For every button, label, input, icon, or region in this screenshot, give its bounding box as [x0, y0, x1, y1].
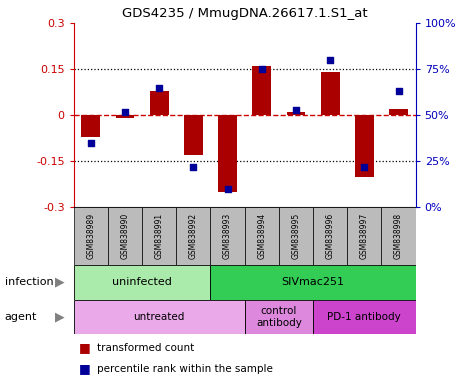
Point	[190, 164, 197, 170]
Text: ■: ■	[78, 362, 90, 375]
Bar	[150, 91, 169, 115]
Bar	[74, 300, 245, 334]
Bar	[176, 207, 210, 265]
Text: GSM838996: GSM838996	[326, 213, 334, 259]
Text: GSM838992: GSM838992	[189, 213, 198, 259]
Bar	[184, 115, 203, 155]
Point	[395, 88, 402, 94]
Bar	[389, 109, 408, 115]
Bar	[218, 115, 237, 192]
Bar	[279, 207, 313, 265]
Point	[361, 164, 368, 170]
Text: transformed count: transformed count	[97, 343, 195, 353]
Text: SIVmac251: SIVmac251	[282, 277, 344, 287]
Text: control
antibody: control antibody	[256, 306, 302, 328]
Title: GDS4235 / MmugDNA.26617.1.S1_at: GDS4235 / MmugDNA.26617.1.S1_at	[122, 7, 368, 20]
Bar	[252, 66, 271, 115]
Point	[87, 140, 95, 146]
Bar	[381, 207, 416, 265]
Bar	[245, 207, 279, 265]
Text: GSM838997: GSM838997	[360, 213, 369, 259]
Bar	[210, 207, 245, 265]
Point	[326, 57, 334, 63]
Text: infection: infection	[5, 277, 53, 287]
Point	[258, 66, 266, 72]
Text: ■: ■	[78, 341, 90, 354]
Text: GSM838994: GSM838994	[257, 213, 266, 259]
Bar	[115, 115, 134, 118]
Bar	[74, 207, 108, 265]
Bar	[286, 112, 305, 115]
Text: GSM838995: GSM838995	[292, 213, 300, 259]
Point	[224, 186, 231, 192]
Text: ▶: ▶	[55, 276, 64, 289]
Text: GSM838991: GSM838991	[155, 213, 163, 259]
Bar	[81, 115, 100, 137]
Text: percentile rank within the sample: percentile rank within the sample	[97, 364, 273, 374]
Text: ▶: ▶	[55, 310, 64, 323]
Text: GSM838989: GSM838989	[86, 213, 95, 259]
Bar	[245, 300, 313, 334]
Point	[155, 84, 163, 91]
Bar	[142, 207, 176, 265]
Point	[121, 108, 129, 114]
Text: PD-1 antibody: PD-1 antibody	[327, 312, 401, 322]
Bar	[313, 207, 347, 265]
Bar	[355, 115, 374, 177]
Text: GSM838993: GSM838993	[223, 213, 232, 259]
Text: GSM838998: GSM838998	[394, 213, 403, 259]
Bar	[74, 265, 210, 300]
Bar	[210, 265, 416, 300]
Text: uninfected: uninfected	[112, 277, 172, 287]
Bar	[313, 300, 416, 334]
Text: GSM838990: GSM838990	[121, 213, 129, 259]
Text: agent: agent	[5, 312, 37, 322]
Point	[292, 107, 300, 113]
Text: untreated: untreated	[133, 312, 185, 322]
Bar	[321, 72, 340, 115]
Bar	[108, 207, 142, 265]
Bar	[347, 207, 381, 265]
